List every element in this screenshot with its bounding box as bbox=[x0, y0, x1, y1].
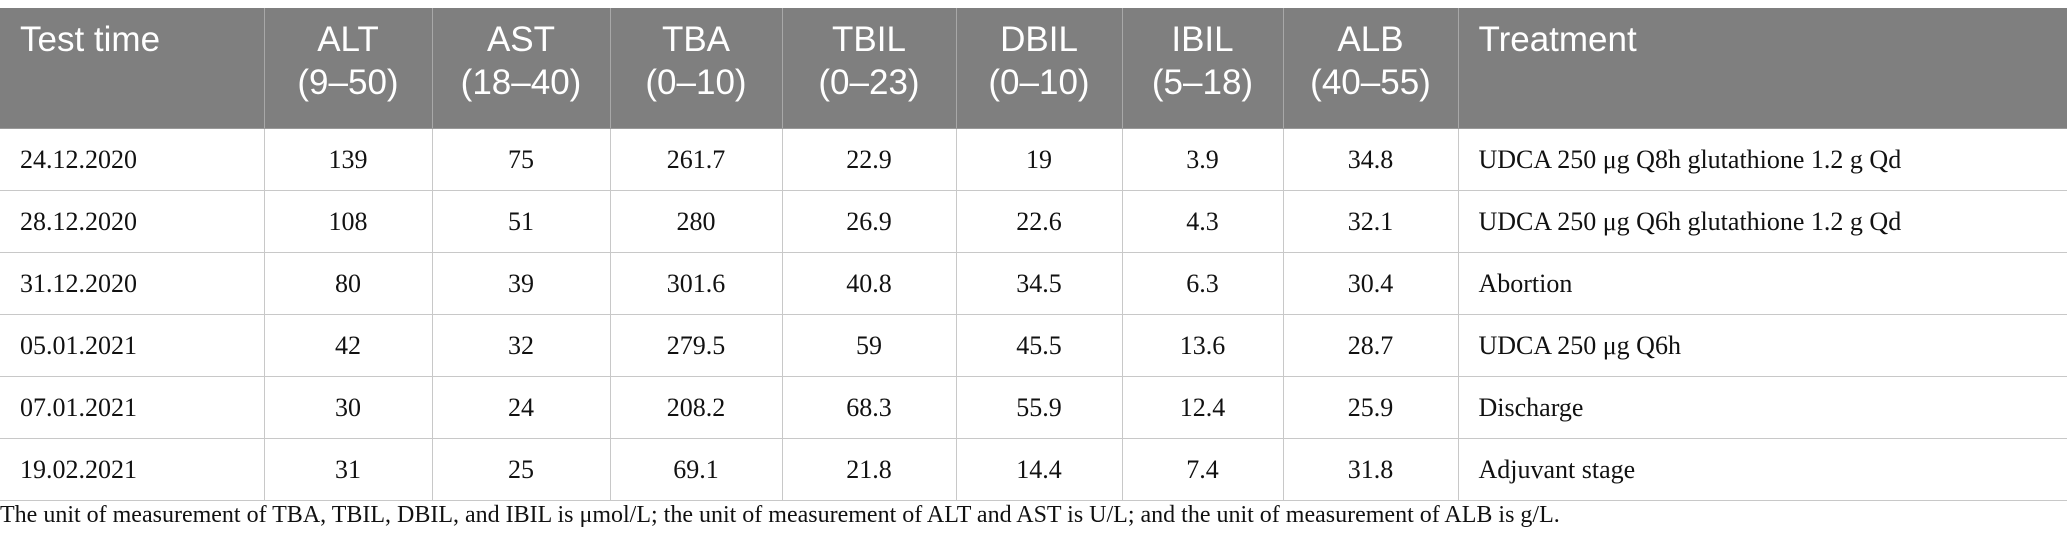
header-ast: AST (18–40) bbox=[432, 8, 611, 129]
cell-dbil: 55.9 bbox=[956, 376, 1123, 439]
header-label: IBIL bbox=[1171, 20, 1234, 59]
header-label: Test time bbox=[20, 20, 161, 59]
cell-tba: 280 bbox=[610, 190, 783, 253]
cell-alb: 32.1 bbox=[1283, 190, 1459, 253]
cell-alt: 31 bbox=[264, 438, 433, 501]
header-test-time: Test time bbox=[0, 8, 265, 129]
header-alb: ALB (40–55) bbox=[1283, 8, 1459, 129]
cell-ast: 75 bbox=[432, 128, 611, 191]
cell-treatment: UDCA 250 μg Q8h glutathione 1.2 g Qd bbox=[1458, 128, 2067, 191]
cell-ast: 32 bbox=[432, 314, 611, 377]
header-alt: ALT (9–50) bbox=[264, 8, 433, 129]
table-footnote: The unit of measurement of TBA, TBIL, DB… bbox=[0, 502, 1560, 528]
cell-treatment: Discharge bbox=[1458, 376, 2067, 439]
cell-dbil: 22.6 bbox=[956, 190, 1123, 253]
cell-ast: 39 bbox=[432, 252, 611, 315]
cell-ibil: 12.4 bbox=[1122, 376, 1284, 439]
cell-tba: 69.1 bbox=[610, 438, 783, 501]
cell-alb: 31.8 bbox=[1283, 438, 1459, 501]
header-ibil: IBIL (5–18) bbox=[1122, 8, 1284, 129]
header-label: TBA bbox=[661, 20, 731, 59]
header-row: Test time ALT (9–50) AST (18–40) TBA (0–10)… bbox=[0, 8, 2067, 129]
table-row: 07.01.2021 30 24 208.2 68.3 55.9 12.4 25… bbox=[0, 376, 2067, 439]
cell-ibil: 7.4 bbox=[1122, 438, 1284, 501]
table-header: Test time ALT (9–50) AST (18–40) TBA (0–10)… bbox=[0, 8, 2067, 129]
cell-test-time: 28.12.2020 bbox=[0, 190, 265, 253]
header-tbil: TBIL (0–23) bbox=[782, 8, 957, 129]
cell-ibil: 13.6 bbox=[1122, 314, 1284, 377]
header-range: (0–23) bbox=[818, 63, 920, 102]
table-row: 28.12.2020 108 51 280 26.9 22.6 4.3 32.1… bbox=[0, 190, 2067, 253]
lab-results-table: Test time ALT (9–50) AST (18–40) TBA (0–10)… bbox=[0, 8, 2067, 501]
cell-tbil: 22.9 bbox=[782, 128, 957, 191]
cell-treatment: Abortion bbox=[1458, 252, 2067, 315]
cell-test-time: 07.01.2021 bbox=[0, 376, 265, 439]
cell-tbil: 21.8 bbox=[782, 438, 957, 501]
cell-test-time: 05.01.2021 bbox=[0, 314, 265, 377]
cell-alt: 80 bbox=[264, 252, 433, 315]
cell-alb: 30.4 bbox=[1283, 252, 1459, 315]
cell-alb: 34.8 bbox=[1283, 128, 1459, 191]
table-row: 24.12.2020 139 75 261.7 22.9 19 3.9 34.8… bbox=[0, 128, 2067, 191]
cell-tba: 301.6 bbox=[610, 252, 783, 315]
cell-dbil: 19 bbox=[956, 128, 1123, 191]
header-dbil: DBIL (0–10) bbox=[956, 8, 1123, 129]
cell-dbil: 14.4 bbox=[956, 438, 1123, 501]
cell-tba: 208.2 bbox=[610, 376, 783, 439]
header-range: (5–18) bbox=[1151, 63, 1254, 102]
cell-tbil: 40.8 bbox=[782, 252, 957, 315]
table-row: 19.02.2021 31 25 69.1 21.8 14.4 7.4 31.8… bbox=[0, 438, 2067, 501]
cell-ibil: 6.3 bbox=[1122, 252, 1284, 315]
header-tba: TBA (0–10) bbox=[610, 8, 783, 129]
cell-ibil: 4.3 bbox=[1122, 190, 1284, 253]
cell-treatment: Adjuvant stage bbox=[1458, 438, 2067, 501]
cell-test-time: 19.02.2021 bbox=[0, 438, 265, 501]
header-range: (18–40) bbox=[460, 63, 582, 102]
header-label: TBIL bbox=[832, 20, 906, 59]
header-range: (9–50) bbox=[297, 63, 399, 102]
cell-ibil: 3.9 bbox=[1122, 128, 1284, 191]
cell-test-time: 31.12.2020 bbox=[0, 252, 265, 315]
header-range: (40–55) bbox=[1310, 63, 1431, 102]
header-label: Treatment bbox=[1478, 20, 1637, 59]
cell-test-time: 24.12.2020 bbox=[0, 128, 265, 191]
header-label: AST bbox=[486, 20, 556, 59]
cell-alt: 42 bbox=[264, 314, 433, 377]
cell-dbil: 34.5 bbox=[956, 252, 1123, 315]
table-row: 31.12.2020 80 39 301.6 40.8 34.5 6.3 30.… bbox=[0, 252, 2067, 315]
table-body: 24.12.2020 139 75 261.7 22.9 19 3.9 34.8… bbox=[0, 128, 2067, 501]
table-row: 05.01.2021 42 32 279.5 59 45.5 13.6 28.7… bbox=[0, 314, 2067, 377]
cell-ast: 24 bbox=[432, 376, 611, 439]
cell-ast: 51 bbox=[432, 190, 611, 253]
cell-treatment: UDCA 250 μg Q6h glutathione 1.2 g Qd bbox=[1458, 190, 2067, 253]
cell-tbil: 59 bbox=[782, 314, 957, 377]
cell-alt: 30 bbox=[264, 376, 433, 439]
cell-tba: 261.7 bbox=[610, 128, 783, 191]
cell-alt: 108 bbox=[264, 190, 433, 253]
cell-alb: 28.7 bbox=[1283, 314, 1459, 377]
cell-treatment: UDCA 250 μg Q6h bbox=[1458, 314, 2067, 377]
cell-tba: 279.5 bbox=[610, 314, 783, 377]
header-range: (0–10) bbox=[645, 63, 747, 102]
cell-ast: 25 bbox=[432, 438, 611, 501]
header-treatment: Treatment bbox=[1458, 8, 2067, 129]
cell-dbil: 45.5 bbox=[956, 314, 1123, 377]
header-label: DBIL bbox=[1000, 20, 1078, 59]
cell-alt: 139 bbox=[264, 128, 433, 191]
cell-alb: 25.9 bbox=[1283, 376, 1459, 439]
header-range: (0–10) bbox=[988, 63, 1090, 102]
header-label: ALT bbox=[317, 20, 379, 59]
header-label: ALB bbox=[1337, 20, 1404, 59]
cell-tbil: 26.9 bbox=[782, 190, 957, 253]
cell-tbil: 68.3 bbox=[782, 376, 957, 439]
